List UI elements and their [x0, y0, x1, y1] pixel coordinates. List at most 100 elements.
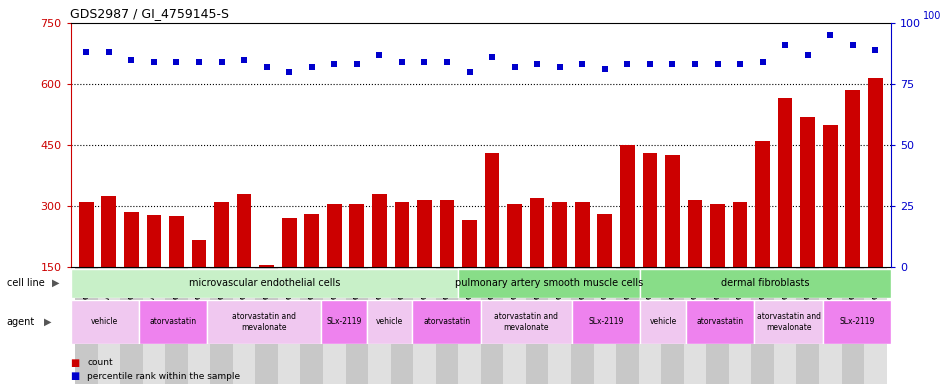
Bar	[548, 267, 571, 384]
Bar	[440, 200, 454, 328]
Bar	[165, 267, 188, 384]
Text: SLx-2119: SLx-2119	[839, 317, 874, 326]
Bar	[754, 300, 822, 344]
Text: atorvastatin: atorvastatin	[697, 317, 744, 326]
Bar	[350, 204, 364, 328]
Point	[822, 32, 838, 38]
Bar	[598, 214, 612, 328]
Bar	[822, 300, 891, 344]
Text: vehicle: vehicle	[650, 317, 677, 326]
Point	[237, 56, 252, 63]
Point	[507, 64, 522, 70]
Text: percentile rank within the sample: percentile rank within the sample	[87, 372, 241, 381]
Bar	[70, 300, 139, 344]
Point	[305, 64, 320, 70]
Bar	[278, 267, 301, 384]
Text: ■: ■	[70, 371, 80, 381]
Point	[169, 59, 184, 65]
Bar	[616, 267, 638, 384]
Bar	[796, 267, 819, 384]
Bar	[571, 267, 593, 384]
Point	[192, 59, 207, 65]
Bar	[508, 204, 522, 328]
Point	[552, 64, 567, 70]
Bar	[192, 240, 207, 328]
Bar	[638, 267, 661, 384]
Text: atorvastatin: atorvastatin	[423, 317, 470, 326]
Point	[124, 56, 139, 63]
Text: atorvastatin: atorvastatin	[149, 317, 196, 326]
Bar	[661, 267, 683, 384]
Text: 100%: 100%	[922, 11, 940, 21]
Point	[79, 49, 94, 55]
Bar	[207, 300, 321, 344]
Bar	[751, 267, 774, 384]
Bar	[711, 204, 725, 328]
Text: pulmonary artery smooth muscle cells: pulmonary artery smooth muscle cells	[455, 278, 643, 288]
Text: vehicle: vehicle	[376, 317, 403, 326]
Point	[147, 59, 162, 65]
Bar	[525, 267, 548, 384]
Bar	[323, 267, 346, 384]
Bar	[321, 300, 367, 344]
Point	[372, 52, 387, 58]
Bar	[75, 267, 98, 384]
Point	[687, 61, 702, 68]
Bar	[233, 267, 256, 384]
Bar	[462, 220, 477, 328]
Text: ▶: ▶	[44, 316, 52, 327]
Bar	[572, 300, 640, 344]
Text: SLx-2119: SLx-2119	[588, 317, 624, 326]
Point	[732, 61, 747, 68]
Point	[868, 47, 883, 53]
Text: dermal fibroblasts: dermal fibroblasts	[722, 278, 810, 288]
Bar	[417, 200, 431, 328]
Bar	[368, 267, 391, 384]
Text: GDS2987 / GI_4759145-S: GDS2987 / GI_4759145-S	[70, 7, 229, 20]
Point	[327, 61, 342, 68]
Point	[642, 61, 657, 68]
Bar	[728, 267, 751, 384]
Text: atorvastatin and
mevalonate: atorvastatin and mevalonate	[494, 311, 558, 332]
Bar	[841, 267, 864, 384]
Bar	[686, 300, 754, 344]
Bar	[620, 145, 634, 328]
Bar	[706, 267, 729, 384]
Bar	[282, 218, 296, 328]
Bar	[480, 267, 503, 384]
Bar	[458, 269, 640, 298]
Bar	[147, 215, 162, 328]
Text: count: count	[87, 358, 113, 367]
Bar	[575, 202, 589, 328]
Bar	[640, 300, 686, 344]
Point	[755, 59, 770, 65]
Text: atorvastatin and
mevalonate: atorvastatin and mevalonate	[757, 311, 821, 332]
Point	[777, 42, 792, 48]
Bar	[413, 300, 480, 344]
Bar	[214, 202, 228, 328]
Bar	[666, 155, 680, 328]
Bar	[485, 153, 499, 328]
Text: ▶: ▶	[52, 278, 59, 288]
Text: atorvastatin and
mevalonate: atorvastatin and mevalonate	[232, 311, 296, 332]
Bar	[372, 194, 386, 328]
Bar	[327, 204, 341, 328]
Text: cell line: cell line	[7, 278, 44, 288]
Bar	[139, 300, 207, 344]
Point	[259, 64, 274, 70]
Bar	[755, 141, 770, 328]
Point	[484, 54, 499, 60]
Bar	[395, 202, 409, 328]
Bar	[102, 196, 117, 328]
Point	[574, 61, 589, 68]
Bar	[683, 267, 706, 384]
Point	[529, 61, 544, 68]
Bar	[237, 194, 251, 328]
Text: agent: agent	[7, 316, 35, 327]
Bar	[98, 267, 120, 384]
Bar	[346, 267, 368, 384]
Point	[845, 42, 860, 48]
Bar	[503, 267, 525, 384]
Bar	[733, 202, 747, 328]
Bar	[391, 267, 414, 384]
